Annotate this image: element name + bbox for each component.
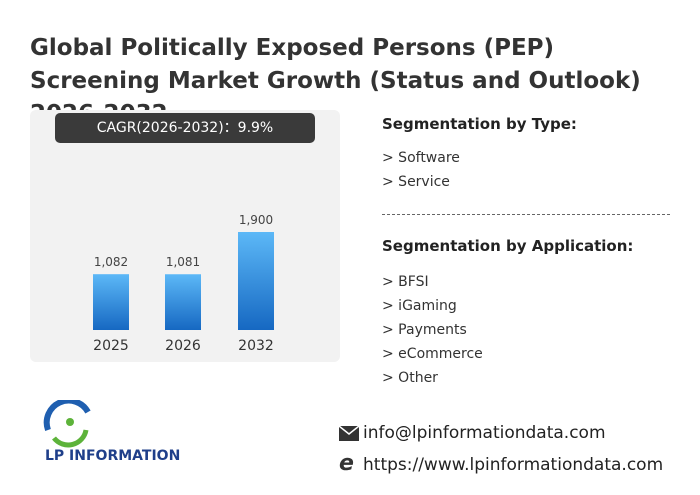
segment-item: > Payments: [382, 322, 467, 338]
value-label: 1,081: [166, 255, 200, 269]
cagr-badge: CAGR(2026-2032)：9.9%: [55, 113, 315, 143]
x-tick-label: 2026: [165, 338, 201, 354]
segment-item: > eCommerce: [382, 346, 483, 362]
segment-item: > Service: [382, 174, 450, 190]
segment-heading: Segmentation by Type:: [382, 115, 577, 133]
value-label: 1,900: [239, 213, 273, 227]
web-icon: e: [339, 451, 354, 476]
divider: [382, 214, 670, 215]
segment-item: > iGaming: [382, 298, 457, 314]
x-tick-label: 2025: [93, 338, 129, 354]
bar: [93, 274, 129, 330]
segment-item: > BFSI: [382, 274, 429, 290]
bar: [238, 232, 274, 330]
bar: [165, 274, 201, 330]
segment-heading: Segmentation by Application:: [382, 237, 634, 255]
website: https://www.lpinformationdata.com: [363, 455, 664, 475]
email: info@lpinformationdata.com: [363, 423, 606, 443]
title: Global Politically Exposed Persons (PEP)…: [30, 35, 641, 127]
segment-item: > Other: [382, 370, 438, 386]
email-icon: [339, 426, 359, 441]
segment-item: > Software: [382, 150, 460, 166]
logo-icon: [43, 400, 91, 448]
chart: 1,082 2025 1,081 2026 1,900 2032: [93, 213, 274, 354]
value-label: 1,082: [94, 255, 128, 269]
x-tick-label: 2032: [238, 338, 274, 354]
logo-text: LP INFORMATION: [45, 448, 181, 464]
